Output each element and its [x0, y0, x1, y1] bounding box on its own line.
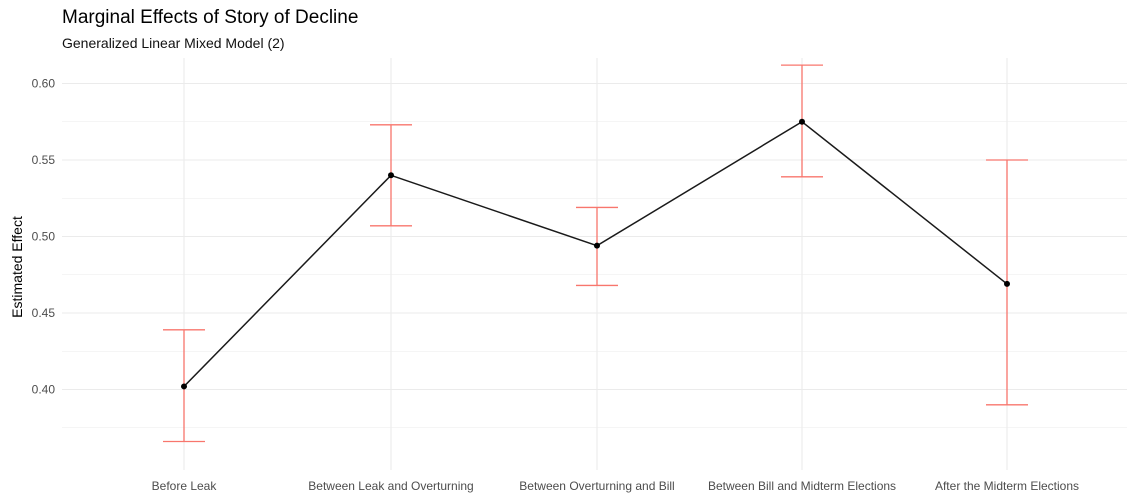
x-tick-label: Before Leak: [152, 479, 218, 493]
y-tick-label: 0.55: [32, 153, 56, 167]
x-tick-label: Between Leak and Overturning: [308, 479, 473, 493]
y-tick-label: 0.50: [32, 230, 56, 244]
y-tick-labels: 0.40 0.45 0.50 0.55 0.60: [32, 77, 56, 397]
y-tick-label: 0.60: [32, 77, 56, 91]
estimate-point: [799, 118, 805, 125]
chart-subtitle: Generalized Linear Mixed Model (2): [62, 35, 285, 51]
estimate-points: [181, 118, 1010, 390]
x-tick-labels: Before Leak Between Leak and Overturning B…: [152, 479, 1079, 493]
x-tick-label: Between Bill and Midterm Elections: [708, 479, 896, 493]
y-tick-label: 0.45: [32, 306, 56, 320]
y-tick-label: 0.40: [32, 383, 56, 397]
y-axis-label: Estimated Effect: [9, 216, 25, 318]
estimate-point: [594, 242, 600, 249]
chart-title: Marginal Effects of Story of Decline: [62, 7, 359, 28]
estimate-point: [181, 383, 187, 390]
x-tick-label: After the Midterm Elections: [935, 479, 1079, 493]
estimate-point: [1004, 280, 1010, 287]
minor-gridlines: [62, 121, 1127, 429]
major-gridlines: [62, 58, 1127, 470]
estimate-point: [388, 172, 394, 179]
x-tick-label: Between Overturning and Bill: [519, 479, 674, 493]
estimate-line: [183, 120, 1008, 387]
